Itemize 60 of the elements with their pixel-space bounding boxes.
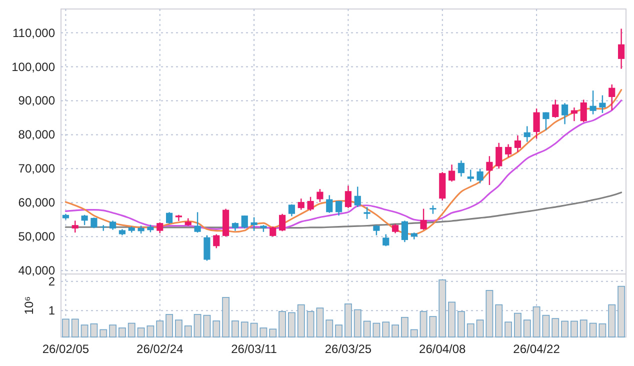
x-tick-label: 26/04/08 xyxy=(419,342,466,356)
y-tick-label: 70,000 xyxy=(18,162,56,176)
candlestick xyxy=(599,94,606,114)
candlestick xyxy=(270,226,276,238)
candlestick xyxy=(81,214,88,226)
candlestick xyxy=(542,112,550,131)
candlestick xyxy=(496,142,502,170)
candlestick xyxy=(72,220,78,234)
candlestick xyxy=(250,216,258,232)
x-tick-label: 26/03/11 xyxy=(231,342,278,356)
y-tick-label: 110,000 xyxy=(12,26,56,40)
x-tick-label: 26/03/25 xyxy=(324,342,372,356)
candlestick xyxy=(194,212,201,234)
candlestick xyxy=(618,28,625,70)
candlestick xyxy=(570,106,578,122)
candlestick xyxy=(90,217,98,229)
candlestick xyxy=(524,126,530,142)
candlestick xyxy=(109,220,116,230)
y-tick-label: 60,000 xyxy=(18,196,56,210)
candlestick xyxy=(156,222,164,234)
y-tick-label: 80,000 xyxy=(18,128,56,142)
candlestick xyxy=(580,99,587,123)
candlestick xyxy=(533,108,540,140)
x-tick-label: 26/02/05 xyxy=(42,342,90,356)
candlestick xyxy=(420,208,427,230)
candlestick xyxy=(213,234,220,249)
y-tick-label: 50,000 xyxy=(18,230,56,244)
candlestick xyxy=(373,224,380,236)
candlestick xyxy=(514,134,522,153)
candlestick xyxy=(241,214,248,230)
candlestick xyxy=(552,99,559,118)
candlestick xyxy=(316,188,324,203)
y-axis-title: 10⁶ xyxy=(22,296,36,315)
candlestick xyxy=(326,194,333,214)
candlestick xyxy=(335,200,342,216)
candlestick xyxy=(364,206,370,220)
candlestick xyxy=(486,156,493,186)
candlestick xyxy=(392,223,399,234)
candlestick xyxy=(476,168,484,184)
candlestick xyxy=(344,185,352,209)
candlestick xyxy=(504,144,512,158)
candlestick xyxy=(467,169,474,182)
candlestick xyxy=(166,212,173,224)
candlestick xyxy=(448,164,456,182)
candlestick xyxy=(354,186,361,208)
candlestick xyxy=(401,220,408,243)
candlestick xyxy=(204,234,210,262)
candlestick xyxy=(561,102,568,125)
y-tick-label: 100,000 xyxy=(12,60,56,74)
candlestick xyxy=(307,196,314,212)
candlestick xyxy=(278,213,286,232)
candlestick xyxy=(590,90,596,115)
x-tick-label: 26/02/24 xyxy=(136,342,184,356)
candlestick xyxy=(298,198,304,210)
y-tick-label: 1 xyxy=(48,304,56,318)
y-tick-label: 90,000 xyxy=(18,94,56,108)
candlestick xyxy=(608,84,616,111)
candlestick xyxy=(458,160,465,178)
candlestick xyxy=(382,234,390,247)
x-tick-label: 26/04/22 xyxy=(513,342,560,356)
